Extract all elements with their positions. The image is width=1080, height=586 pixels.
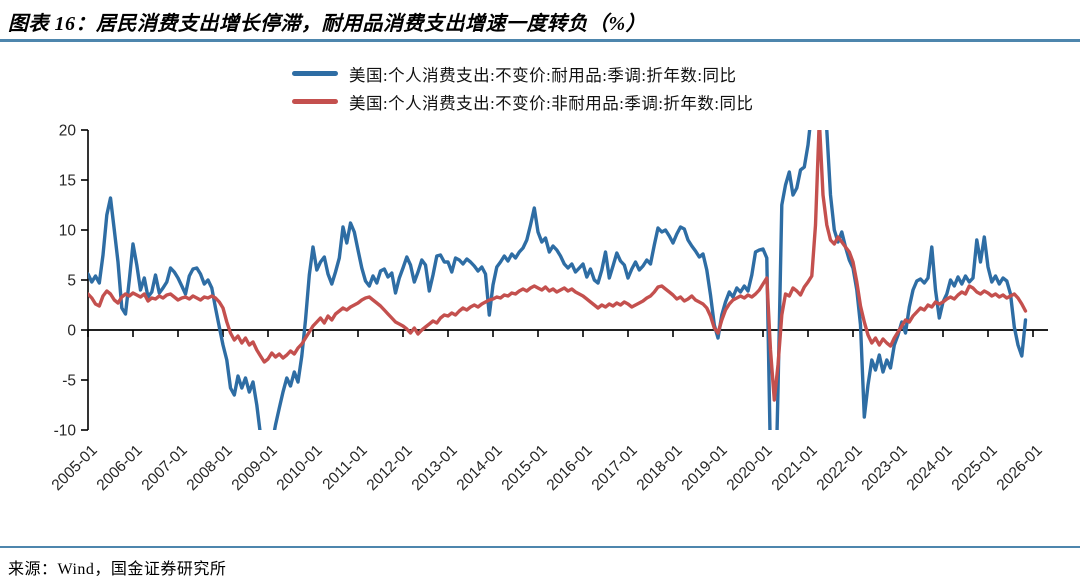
svg-text:2015-01: 2015-01 (499, 442, 551, 494)
chart-title: 图表 16：居民消费支出增长停滞，耐用品消费支出增速一度转负（%） (8, 13, 647, 35)
svg-text:2005-01: 2005-01 (49, 442, 101, 494)
svg-text:2016-01: 2016-01 (544, 442, 596, 494)
svg-text:15: 15 (59, 173, 76, 190)
svg-text:2025-01: 2025-01 (949, 442, 1001, 494)
svg-text:2008-01: 2008-01 (184, 442, 236, 494)
svg-text:-5: -5 (62, 373, 76, 390)
svg-text:10: 10 (59, 223, 77, 240)
svg-text:2020-01: 2020-01 (724, 442, 776, 494)
legend-swatch-nondurables (292, 99, 338, 104)
svg-text:2018-01: 2018-01 (634, 442, 686, 494)
svg-text:2017-01: 2017-01 (589, 442, 641, 494)
chart-legend: 美国:个人消费支出:不变价:耐用品:季调:折年数:同比 美国:个人消费支出:不变… (292, 63, 754, 113)
svg-text:2022-01: 2022-01 (814, 442, 866, 494)
legend-item-nondurables: 美国:个人消费支出:不变价:非耐用品:季调:折年数:同比 (292, 91, 754, 113)
svg-text:2006-01: 2006-01 (94, 442, 146, 494)
svg-text:2013-01: 2013-01 (409, 442, 461, 494)
svg-text:2023-01: 2023-01 (859, 442, 911, 494)
legend-item-durables: 美国:个人消费支出:不变价:耐用品:季调:折年数:同比 (292, 63, 754, 85)
svg-text:2009-01: 2009-01 (229, 442, 281, 494)
svg-text:20: 20 (59, 123, 77, 140)
legend-label-nondurables: 美国:个人消费支出:不变价:非耐用品:季调:折年数:同比 (349, 93, 754, 113)
svg-text:2011-01: 2011-01 (319, 442, 370, 493)
source-rule (0, 546, 1080, 548)
svg-text:2026-01: 2026-01 (994, 442, 1046, 494)
svg-text:2012-01: 2012-01 (364, 442, 416, 494)
svg-text:2007-01: 2007-01 (139, 442, 191, 494)
svg-text:2014-01: 2014-01 (454, 442, 506, 494)
svg-text:2010-01: 2010-01 (274, 442, 326, 494)
svg-text:2021-01: 2021-01 (769, 442, 821, 494)
svg-text:-10: -10 (54, 423, 77, 440)
legend-swatch-durables (292, 71, 338, 76)
source-text: 来源：Wind，国金证券研究所 (8, 561, 227, 578)
svg-text:5: 5 (67, 273, 76, 290)
svg-text:0: 0 (67, 323, 76, 340)
legend-label-durables: 美国:个人消费支出:不变价:耐用品:季调:折年数:同比 (349, 65, 737, 85)
title-rule (0, 39, 1080, 42)
svg-text:2019-01: 2019-01 (679, 442, 731, 494)
svg-text:2024-01: 2024-01 (904, 442, 956, 494)
